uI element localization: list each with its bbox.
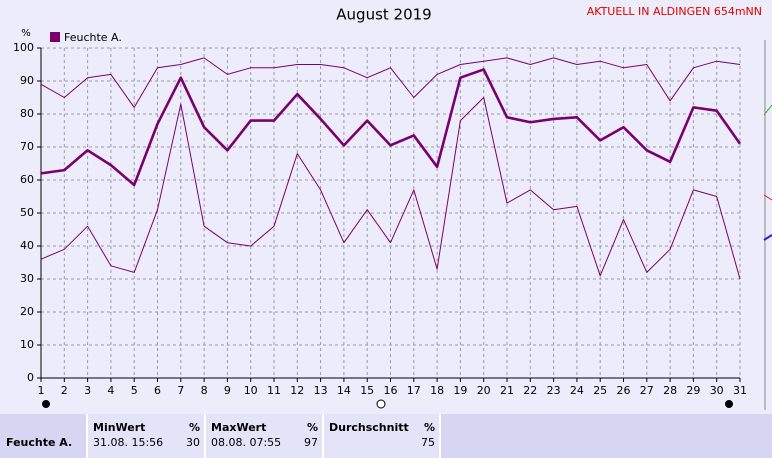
- x-tick-label: 22: [523, 384, 537, 397]
- x-tick-label: 19: [453, 384, 467, 397]
- chart-subtitle: AKTUELL IN ALDINGEN 654mNN: [587, 5, 762, 18]
- x-tick-label: 10: [244, 384, 258, 397]
- x-tick-label: 12: [290, 384, 304, 397]
- x-tick-label: 14: [337, 384, 351, 397]
- x-tick-label: 5: [131, 384, 138, 397]
- side-decoration: [763, 194, 772, 201]
- x-tick-label: 25: [593, 384, 607, 397]
- table-value: 97: [304, 436, 318, 449]
- table-unit: %: [189, 421, 200, 434]
- x-tick-label: 20: [477, 384, 491, 397]
- table-unit: %: [424, 421, 435, 434]
- x-tick-label: 8: [201, 384, 208, 397]
- table-value: 30: [186, 436, 200, 449]
- x-tick-label: 4: [107, 384, 114, 397]
- y-tick-label: 100: [13, 41, 34, 54]
- series-line: [40, 97, 741, 280]
- series-line: [40, 68, 742, 187]
- x-tick-label: 15: [360, 384, 374, 397]
- x-tick-label: 28: [663, 384, 677, 397]
- x-tick-label: 1: [38, 384, 45, 397]
- x-tick-label: 6: [154, 384, 161, 397]
- y-tick-label: 70: [20, 140, 34, 153]
- x-tick-label: 31: [733, 384, 747, 397]
- x-tick-label: 17: [407, 384, 421, 397]
- table-unit: %: [307, 421, 318, 434]
- table-header: MinWert: [93, 421, 145, 434]
- series-line: [40, 57, 741, 108]
- x-tick-label: 3: [84, 384, 91, 397]
- y-tick-label: 20: [20, 305, 34, 318]
- x-tick-label: 29: [686, 384, 700, 397]
- y-tick-label: 30: [20, 272, 34, 285]
- x-tick-label: 2: [61, 384, 68, 397]
- y-tick-label: 10: [20, 338, 34, 351]
- x-tick-label: 23: [547, 384, 561, 397]
- x-tick-label: 7: [177, 384, 184, 397]
- x-tick-label: 21: [500, 384, 514, 397]
- legend-swatch: [50, 32, 60, 42]
- table-time: 08.08. 07:55: [211, 436, 281, 449]
- chart-title: August 2019: [336, 6, 431, 24]
- table-header: MaxWert: [211, 421, 266, 434]
- y-tick-label: 50: [20, 206, 34, 219]
- x-tick-label: 18: [430, 384, 444, 397]
- table-value: 75: [421, 436, 435, 449]
- y-tick-label: 60: [20, 173, 34, 186]
- x-tick-label: 30: [710, 384, 724, 397]
- moon-phase: [725, 400, 733, 408]
- y-axis-label: %: [21, 28, 31, 39]
- y-tick-label: 80: [20, 107, 34, 120]
- side-decoration: [763, 234, 772, 241]
- table-header: Durchschnitt: [329, 421, 409, 434]
- x-tick-label: 27: [640, 384, 654, 397]
- x-tick-label: 24: [570, 384, 584, 397]
- moon-phase: [376, 399, 386, 409]
- table-time: 31.08. 15:56: [93, 436, 163, 449]
- table-cells: [87, 414, 440, 458]
- side-decoration: [763, 104, 772, 116]
- table-row-label: Feuchte A.: [6, 436, 72, 449]
- x-tick-label: 16: [384, 384, 398, 397]
- x-tick-label: 11: [267, 384, 281, 397]
- y-tick-label: 0: [27, 371, 34, 384]
- y-tick-label: 40: [20, 239, 34, 252]
- x-tick-label: 26: [617, 384, 631, 397]
- moon-phase: [42, 400, 50, 408]
- x-tick-label: 9: [224, 384, 231, 397]
- legend-label: Feuchte A.: [64, 31, 122, 44]
- x-tick-label: 13: [314, 384, 328, 397]
- y-tick-label: 90: [20, 74, 34, 87]
